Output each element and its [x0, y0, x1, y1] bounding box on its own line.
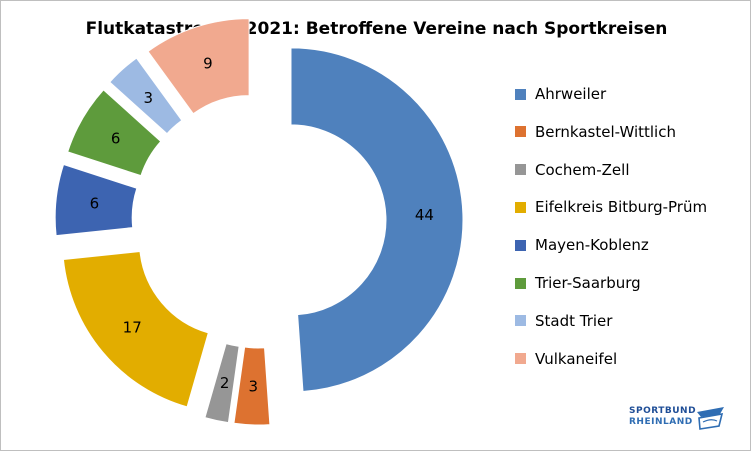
slice-value-vulkaneifel: 9	[203, 55, 213, 73]
legend-item-mayen-koblenz: Mayen-Koblenz	[515, 234, 649, 256]
legend-swatch	[515, 164, 526, 176]
legend-label: Cochem-Zell	[535, 160, 630, 179]
legend-item-stadt-trier: Stadt Trier	[515, 310, 612, 332]
slice-trier-saarburg	[67, 89, 162, 177]
legend-item-bernkastel-wittlich: Bernkastel-Wittlich	[515, 121, 676, 143]
legend-swatch	[515, 315, 526, 327]
slice-ahrweiler	[290, 47, 464, 392]
sportbund-rheinland-logo: SPORTBUND RHEINLAND	[629, 404, 729, 434]
slice-value-eifelkreis-bitburg-pr-m: 17	[123, 318, 142, 336]
slice-value-stadt-trier: 3	[143, 89, 153, 107]
legend-swatch	[515, 277, 526, 289]
slice-cochem-zell	[204, 343, 240, 424]
legend-label: Ahrweiler	[535, 85, 607, 103]
legend-label: Mayen-Koblenz	[535, 236, 649, 255]
legend-label: Trier-Saarburg	[535, 274, 641, 292]
logo-line1: SPORTBUND	[629, 406, 697, 416]
legend-swatch	[515, 88, 526, 100]
legend-swatch	[515, 126, 526, 138]
legend-swatch	[515, 201, 526, 213]
legend-label: Vulkaneifel	[535, 349, 618, 368]
slice-vulkaneifel	[147, 18, 250, 115]
slice-mayen-koblenz	[54, 163, 138, 237]
slice-stadt-trier	[109, 57, 183, 135]
legend-item-cochem-zell: Cochem-Zell	[515, 159, 630, 181]
legend-label: Bernkastel-Wittlich	[535, 122, 676, 141]
legend-swatch	[515, 353, 526, 365]
slice-value-mayen-koblenz: 6	[90, 195, 100, 213]
slice-value-ahrweiler: 44	[415, 206, 434, 224]
legend-swatch	[515, 239, 526, 251]
legend-item-eifelkreis-bitburg-pr-m: Eifelkreis Bitburg-Prüm	[515, 196, 707, 218]
legend-item-ahrweiler: Ahrweiler	[515, 83, 606, 105]
legend-label: Stadt Trier	[535, 311, 613, 330]
legend-label: Eifelkreis Bitburg-Prüm	[535, 198, 708, 217]
logo-line2: RHEINLAND	[629, 417, 693, 427]
slice-value-cochem-zell: 2	[220, 374, 230, 392]
slice-eifelkreis-bitburg-pr-m	[62, 250, 209, 408]
slice-value-bernkastel-wittlich: 3	[248, 377, 258, 395]
slice-value-trier-saarburg: 6	[111, 129, 121, 147]
legend-item-trier-saarburg: Trier-Saarburg	[515, 272, 641, 294]
legend-item-vulkaneifel: Vulkaneifel	[515, 348, 617, 370]
slice-bernkastel-wittlich	[233, 346, 271, 426]
